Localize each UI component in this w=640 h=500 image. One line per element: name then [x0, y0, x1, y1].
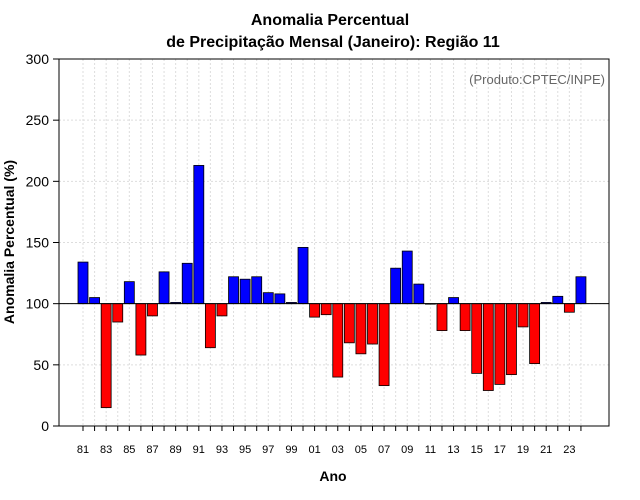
x-tick-label: 81: [77, 444, 89, 456]
bar-23: [563, 303, 575, 313]
bar-81: [77, 261, 89, 305]
x-tick-label: 21: [540, 444, 552, 456]
x-tick-label: 93: [216, 444, 228, 456]
y-axis-label: Anomalia Percentual (%): [1, 160, 17, 324]
bar-90: [181, 262, 193, 305]
bar-08: [390, 267, 402, 305]
x-tick-label: 01: [308, 444, 320, 456]
x-tick-label: 11: [425, 444, 436, 456]
y-axis-ticks: 0 50 100 150 200 250 300: [26, 51, 59, 434]
x-tick-label: 05: [355, 444, 367, 456]
bar-22: [552, 295, 564, 305]
x-tick-label: 95: [239, 444, 251, 456]
x-tick-label: 09: [401, 444, 413, 456]
x-tick-label: 97: [262, 444, 274, 456]
bar-87: [147, 303, 158, 317]
bar-92: [204, 303, 216, 349]
chart-subtitle: de Precipitação Mensal (Janeiro): Região…: [166, 34, 500, 51]
x-tick-label: 85: [123, 444, 135, 456]
x-tick-label: 17: [494, 444, 506, 456]
x-tick-label: 99: [285, 444, 297, 456]
bar-07: [378, 303, 390, 387]
source-annotation: (Produto:CPTEC/INPE): [469, 72, 605, 87]
bar-96: [251, 276, 263, 305]
bar-14: [459, 303, 471, 331]
bar-01: [309, 303, 321, 318]
x-tick-label: 83: [100, 444, 112, 456]
chart-title: Anomalia Percentual: [251, 12, 409, 29]
x-tick-label: 23: [563, 444, 575, 456]
bar-20: [529, 303, 541, 365]
bar-83: [100, 303, 112, 409]
y-tick-label: 200: [26, 173, 50, 189]
bar-15: [471, 303, 483, 374]
x-tick-label: 07: [378, 444, 390, 456]
bar-98: [274, 293, 286, 305]
bar-03: [332, 303, 344, 378]
bar-10: [413, 283, 425, 305]
bar-24: [575, 276, 587, 305]
bar-04: [343, 303, 355, 344]
x-axis-label: Ano: [319, 468, 346, 484]
bar-84: [112, 303, 124, 323]
x-tick-label: 89: [170, 444, 182, 456]
x-tick-label: 87: [146, 444, 158, 456]
x-tick-label: 91: [193, 444, 205, 456]
bar-00: [297, 246, 309, 305]
y-tick-label: 0: [41, 418, 49, 434]
bar-82: [89, 297, 100, 305]
bar-06: [367, 303, 378, 345]
bar-95: [239, 278, 251, 305]
x-axis-ticks: 81 83 85 87 89 91 93 95 97 99 01 03 05 07 09 11 13 15 17 19…: [77, 426, 582, 456]
bar-17: [494, 303, 506, 385]
bar-88: [158, 271, 170, 305]
bar-19: [517, 303, 529, 328]
x-tick-label: 03: [332, 444, 344, 456]
y-tick-label: 300: [26, 51, 50, 67]
y-tick-label: 100: [26, 296, 50, 312]
bar-18: [506, 303, 517, 376]
y-tick-label: 250: [26, 112, 50, 128]
y-tick-label: 50: [33, 357, 49, 373]
bar-12: [436, 303, 448, 331]
bar-85: [123, 281, 135, 305]
bar-91: [193, 165, 205, 305]
bar-94: [228, 276, 239, 305]
bar-97: [262, 292, 274, 305]
bar-13: [448, 297, 459, 305]
y-tick-label: 150: [26, 235, 50, 251]
bars: [77, 165, 587, 409]
bar-02: [320, 303, 332, 316]
bar-05: [355, 303, 367, 355]
bar-16: [482, 303, 494, 391]
bar-93: [216, 303, 228, 317]
bar-86: [135, 303, 147, 356]
x-tick-label: 19: [517, 444, 529, 456]
x-tick-label: 15: [471, 444, 483, 456]
x-tick-label: 13: [447, 444, 459, 456]
bar-09: [401, 250, 413, 305]
